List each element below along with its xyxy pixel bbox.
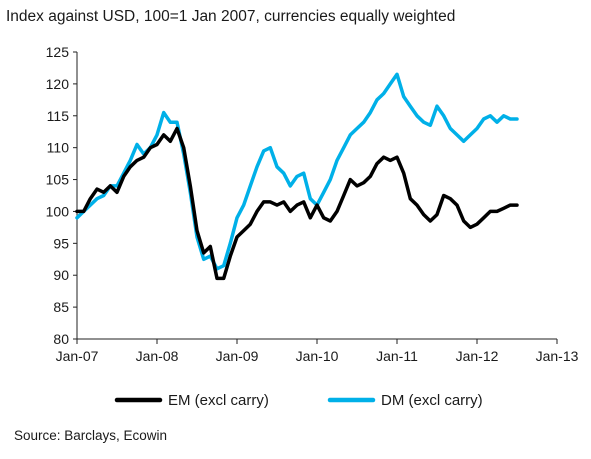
y-tick-label: 85 <box>53 299 69 315</box>
series-lines <box>75 72 519 281</box>
y-tick-label: 100 <box>46 203 70 219</box>
y-tick-label: 120 <box>46 76 70 92</box>
x-tick-label: Jan-08 <box>136 348 179 364</box>
x-tick-label: Jan-07 <box>56 348 99 364</box>
x-tick-label: Jan-12 <box>456 348 499 364</box>
legend: EM (excl carry) DM (excl carry) <box>114 392 483 409</box>
chart-title: Index against USD, 100=1 Jan 2007, curre… <box>6 8 456 25</box>
series-line-em <box>75 126 519 281</box>
y-tick-label: 105 <box>46 172 70 188</box>
y-tick-label: 80 <box>53 331 69 347</box>
x-tick-label: Jan-10 <box>296 348 339 364</box>
x-tick-label: Jan-09 <box>216 348 259 364</box>
x-tick-label: Jan-13 <box>536 348 579 364</box>
series-line-dm <box>75 72 519 271</box>
source-note: Source: Barclays, Ecowin <box>14 428 168 443</box>
y-tick-label: 90 <box>53 267 69 283</box>
y-tick-label: 110 <box>47 140 70 156</box>
x-tick-label: Jan-11 <box>376 348 418 364</box>
legend-label-em: EM (excl carry) <box>168 392 269 409</box>
y-tick-label: 115 <box>47 108 70 124</box>
y-tick-label: 125 <box>46 44 70 60</box>
legend-label-dm: DM (excl carry) <box>381 392 483 409</box>
axes: 80 85 90 95 100 105 110 115 120 125 Jan-07 Jan-08 Ja… <box>46 44 579 364</box>
y-tick-label: 95 <box>53 235 69 251</box>
